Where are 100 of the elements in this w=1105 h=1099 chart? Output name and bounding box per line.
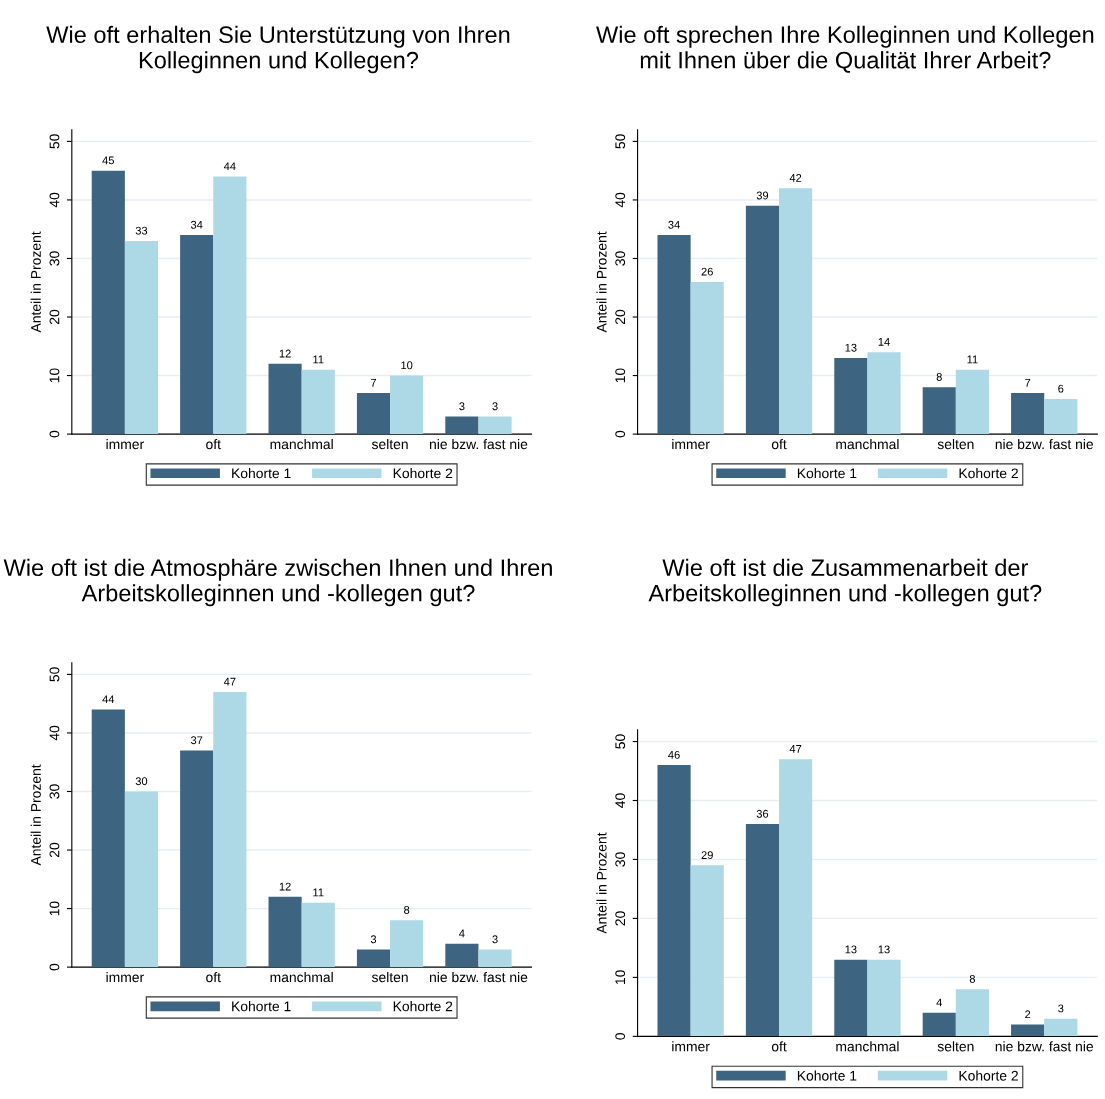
x-tick-label: manchmal: [836, 1041, 899, 1052]
chart-title: Wie oft ist die Zusammenarbeit der Arbeitskolleginnen und -kollegen gut?: [648, 558, 1042, 607]
data-label: 7: [1025, 379, 1031, 387]
y-tick-label: 0: [49, 430, 60, 438]
bar: [955, 989, 989, 1037]
data-label: 11: [313, 355, 324, 364]
legend-label: Kohorte 1: [232, 468, 291, 479]
x-tick-label: oft: [206, 972, 221, 983]
bar: [1044, 1018, 1078, 1037]
data-label: 7: [370, 379, 377, 387]
legend-label: Kohorte 2: [959, 1070, 1018, 1081]
bar: [867, 352, 901, 435]
bar: [690, 281, 724, 435]
y-tick-label: 10: [615, 368, 626, 383]
bar: [445, 943, 479, 968]
data-label: 4: [936, 998, 943, 1007]
data-label: 10: [401, 361, 413, 370]
x-tick-label: manchmal: [270, 438, 333, 450]
data-label: 46: [668, 750, 680, 759]
x-tick-label: oft: [771, 1041, 787, 1052]
y-tick-label: 30: [49, 784, 60, 799]
data-label: 3: [370, 935, 377, 944]
bar: [478, 949, 512, 968]
x-tick-label: selten: [937, 1041, 974, 1052]
bar: [657, 235, 691, 435]
y-tick-label: 20: [615, 309, 626, 325]
bar: [922, 1012, 956, 1037]
data-label: 45: [102, 156, 114, 165]
data-label: 6: [1058, 384, 1064, 393]
y-tick-label: 10: [49, 901, 60, 916]
data-label: 34: [668, 220, 680, 229]
data-label: 3: [492, 402, 498, 411]
bar: [779, 759, 813, 1037]
bar: [124, 240, 159, 435]
x-tick-label: selten: [937, 438, 974, 450]
y-axis-title: Anteil in Prozent: [30, 764, 41, 866]
data-label: 8: [936, 373, 942, 381]
bar: [1011, 1024, 1045, 1037]
x-tick-label: nie bzw. fast nie: [995, 438, 1094, 450]
bar: [922, 387, 956, 435]
y-tick-label: 50: [615, 134, 626, 149]
y-tick-label: 30: [615, 251, 626, 266]
y-tick-label: 10: [49, 368, 60, 383]
chart-title: Wie oft sprechen Ihre Kolleginnen und Kollegen mit Ihnen über die Qualität Ihrer Arbeit?: [596, 25, 1094, 73]
bar: [301, 369, 335, 435]
bar: [91, 709, 125, 968]
data-label: 3: [492, 935, 498, 944]
y-tick-label: 40: [49, 725, 60, 741]
y-tick-label: 40: [615, 192, 626, 208]
bar: [268, 896, 302, 968]
bar: [356, 393, 391, 435]
bar: [834, 358, 868, 435]
x-tick-label: manchmal: [836, 438, 899, 450]
data-label: 33: [135, 226, 148, 235]
y-tick-label: 40: [49, 192, 60, 208]
y-tick-label: 10: [615, 970, 626, 985]
x-tick-label: nie bzw. fast nie: [429, 971, 528, 983]
y-tick-label: 0: [615, 430, 626, 438]
data-label: 44: [223, 162, 236, 171]
legend-label: Kohorte 2: [959, 468, 1018, 479]
y-tick-label: 30: [615, 852, 626, 867]
bar: [180, 235, 214, 435]
data-label: 30: [135, 777, 148, 786]
data-label: 4: [459, 929, 465, 938]
x-tick-label: nie bzw. fast nie: [995, 1041, 1094, 1052]
bar: [478, 416, 512, 435]
y-axis-title: Anteil in Prozent: [596, 832, 607, 934]
data-label: 34: [190, 220, 203, 229]
x-tick-label: immer: [106, 438, 144, 450]
y-tick-label: 20: [49, 842, 60, 858]
bar: [657, 765, 691, 1037]
data-label: 11: [967, 355, 978, 364]
bar: [1011, 393, 1045, 435]
data-label: 37: [190, 736, 203, 745]
x-tick-label: oft: [206, 438, 221, 450]
bar: [745, 205, 780, 435]
y-tick-label: 40: [615, 793, 626, 808]
y-tick-label: 50: [49, 134, 60, 149]
data-label: 13: [878, 945, 890, 954]
x-tick-label: immer: [672, 1041, 710, 1052]
y-tick-label: 30: [49, 251, 60, 266]
data-label: 2: [1025, 1010, 1031, 1019]
data-label: 47: [789, 745, 802, 753]
y-axis-title: Anteil in Prozent: [30, 231, 41, 333]
bar: [301, 902, 335, 968]
y-tick-label: 20: [49, 309, 60, 325]
x-tick-label: selten: [371, 438, 408, 450]
y-tick-label: 50: [615, 734, 626, 749]
bar: [834, 959, 868, 1037]
chart-title: Wie oft erhalten Sie Unterstützung von Ihren Kolleginnen und Kollegen?: [46, 25, 510, 74]
data-label: 29: [701, 851, 713, 859]
data-label: 12: [279, 882, 291, 891]
data-label: 13: [845, 945, 857, 954]
bar: [356, 949, 391, 968]
bar: [390, 920, 424, 968]
data-label: 11: [313, 888, 324, 897]
x-tick-label: immer: [672, 438, 710, 450]
x-tick-label: selten: [371, 971, 408, 983]
data-label: 14: [878, 338, 890, 346]
data-label: 26: [701, 267, 713, 276]
